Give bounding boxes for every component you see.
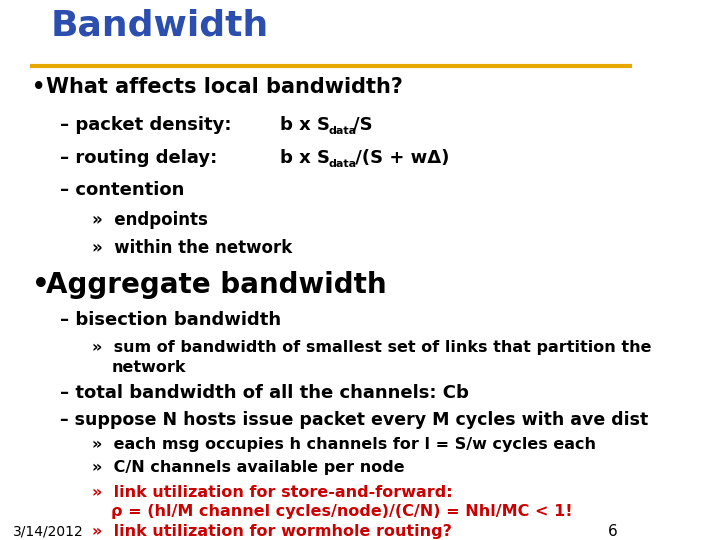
- Text: »  within the network: » within the network: [92, 239, 292, 257]
- Text: – contention: – contention: [60, 181, 185, 199]
- Text: – suppose N hosts issue packet every M cycles with ave dist: – suppose N hosts issue packet every M c…: [60, 410, 649, 429]
- Text: data: data: [328, 159, 356, 170]
- Text: »  sum of bandwidth of smallest set of links that partition the: » sum of bandwidth of smallest set of li…: [92, 340, 652, 355]
- Text: •: •: [32, 271, 50, 299]
- Text: ρ = (hl/M channel cycles/node)/(C/N) = Nhl/MC < 1!: ρ = (hl/M channel cycles/node)/(C/N) = N…: [112, 504, 573, 519]
- Text: b x S: b x S: [280, 148, 330, 166]
- Text: – packet density:: – packet density:: [60, 116, 232, 133]
- Text: »  endpoints: » endpoints: [92, 211, 208, 230]
- Text: Bandwidth: Bandwidth: [51, 8, 269, 42]
- Text: – bisection bandwidth: – bisection bandwidth: [60, 310, 282, 329]
- Text: 6: 6: [608, 524, 618, 539]
- Text: data: data: [328, 126, 356, 137]
- Text: »  link utilization for wormhole routing?: » link utilization for wormhole routing?: [92, 524, 452, 539]
- Text: /S: /S: [354, 116, 373, 133]
- Text: 3/14/2012: 3/14/2012: [13, 524, 84, 538]
- Text: b x S: b x S: [280, 116, 330, 133]
- Text: »  C/N channels available per node: » C/N channels available per node: [92, 460, 405, 475]
- Text: Aggregate bandwidth: Aggregate bandwidth: [46, 271, 387, 299]
- Text: – routing delay:: – routing delay:: [60, 148, 217, 166]
- Text: What affects local bandwidth?: What affects local bandwidth?: [46, 77, 402, 97]
- Text: /(S + wΔ): /(S + wΔ): [349, 148, 449, 166]
- Text: •: •: [32, 77, 45, 97]
- Text: »  each msg occupies h channels for l = S/w cycles each: » each msg occupies h channels for l = S…: [92, 437, 596, 452]
- Text: – total bandwidth of all the channels: Cb: – total bandwidth of all the channels: C…: [60, 384, 469, 402]
- Text: »  link utilization for store-and-forward:: » link utilization for store-and-forward…: [92, 485, 453, 500]
- Text: network: network: [112, 360, 186, 375]
